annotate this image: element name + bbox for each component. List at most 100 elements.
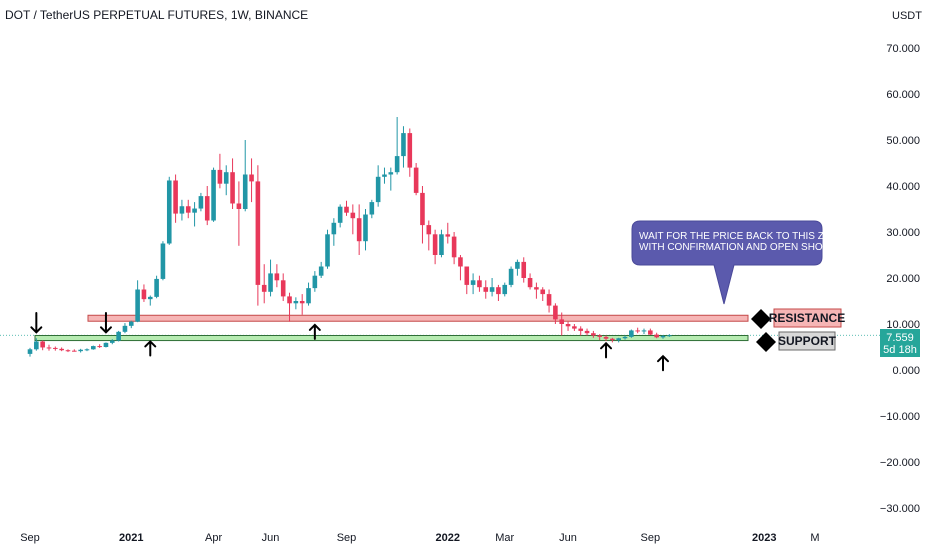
- candle-body: [344, 206, 349, 213]
- candle: [179, 199, 185, 221]
- candle: [610, 337, 615, 343]
- candle: [508, 266, 514, 288]
- candle: [464, 266, 470, 295]
- candle-body: [591, 333, 596, 336]
- candle-body: [299, 301, 305, 304]
- candle: [173, 174, 178, 223]
- candle: [616, 337, 621, 343]
- candle: [318, 261, 324, 278]
- up-arrow-icon: [600, 341, 613, 359]
- candle-body: [179, 206, 185, 214]
- candle-body: [331, 222, 337, 235]
- x-tick-label: 2022: [436, 532, 460, 544]
- candle-body: [401, 133, 406, 157]
- y-tick-label: −10.000: [880, 411, 920, 423]
- candle-body: [641, 330, 647, 332]
- candle-body: [483, 287, 489, 292]
- candle: [420, 186, 425, 244]
- candle: [312, 271, 318, 292]
- candle: [147, 295, 153, 306]
- candle: [660, 335, 666, 339]
- candle-body: [268, 273, 273, 292]
- candle: [72, 349, 77, 352]
- candle-body: [527, 278, 533, 288]
- candle: [540, 287, 546, 301]
- candle: [629, 329, 634, 338]
- candle-body: [496, 287, 501, 295]
- candle-body: [147, 296, 153, 300]
- support-label-box: [778, 331, 836, 351]
- up-arrow-icon: [144, 340, 157, 357]
- annotation-bubble: [631, 220, 823, 305]
- candle-body: [660, 335, 666, 338]
- candle: [350, 204, 356, 235]
- candle-body: [521, 261, 527, 278]
- candle: [306, 282, 311, 306]
- candle: [477, 275, 482, 292]
- candle: [337, 204, 343, 228]
- candle-body: [40, 341, 45, 348]
- x-tick-label: Jun: [262, 532, 280, 544]
- candle: [91, 345, 96, 350]
- x-tick-label: Apr: [205, 532, 222, 544]
- support-zone: [34, 335, 749, 342]
- candle: [27, 347, 33, 357]
- candle-body: [204, 196, 210, 221]
- candle: [363, 209, 368, 251]
- candle-body: [584, 330, 590, 334]
- candle: [572, 324, 577, 331]
- candle-body: [236, 203, 242, 209]
- candle: [261, 264, 267, 304]
- candle: [527, 273, 533, 290]
- candle-body: [128, 321, 134, 326]
- candle: [154, 275, 159, 299]
- candle-body: [369, 202, 375, 215]
- candle-body: [223, 172, 229, 184]
- last-price-tag: 7.559 5d 18h: [880, 329, 920, 357]
- candle: [109, 339, 115, 345]
- candle-body: [192, 208, 197, 213]
- chart-title: DOT / TetherUS PERPETUAL FUTURES, 1W, BI…: [5, 8, 308, 22]
- candle-body: [458, 257, 463, 267]
- candle: [59, 347, 64, 352]
- candle: [591, 330, 596, 338]
- candle: [331, 218, 337, 246]
- candle-body: [451, 236, 457, 258]
- x-tick-label: Sep: [20, 532, 40, 544]
- candle: [249, 158, 254, 203]
- candle: [407, 128, 413, 177]
- candle: [388, 167, 394, 191]
- candle: [230, 158, 235, 209]
- candle: [84, 348, 90, 352]
- candle-body: [407, 133, 413, 168]
- candle: [565, 321, 571, 331]
- candle-body: [84, 349, 90, 351]
- resistance-label: RESISTANCE: [769, 311, 845, 325]
- candle-body: [667, 335, 672, 337]
- candle: [211, 167, 216, 222]
- candle: [344, 200, 349, 216]
- candle-body: [610, 338, 615, 341]
- x-axis: Sep 2021 Apr Jun Sep 2022 Mar Jun Sep 2023 M: [20, 532, 819, 544]
- candle-body: [559, 319, 565, 324]
- candle: [356, 204, 362, 255]
- candle: [622, 335, 628, 340]
- candle: [236, 181, 242, 246]
- candle: [635, 327, 640, 334]
- candle: [432, 229, 438, 265]
- candle: [413, 163, 419, 196]
- down-arrow-icon: [99, 311, 112, 334]
- candle: [489, 278, 495, 297]
- candle: [274, 264, 280, 288]
- candle-body: [306, 288, 311, 304]
- candle-body: [34, 341, 39, 350]
- candle: [128, 320, 134, 329]
- candle-body: [508, 268, 514, 285]
- candle: [97, 344, 102, 348]
- candle-body: [578, 328, 584, 331]
- candle: [46, 344, 52, 351]
- up-arrow-icon: [308, 323, 321, 340]
- candle-body: [154, 278, 159, 297]
- y-tick-label: 0.000: [892, 365, 920, 377]
